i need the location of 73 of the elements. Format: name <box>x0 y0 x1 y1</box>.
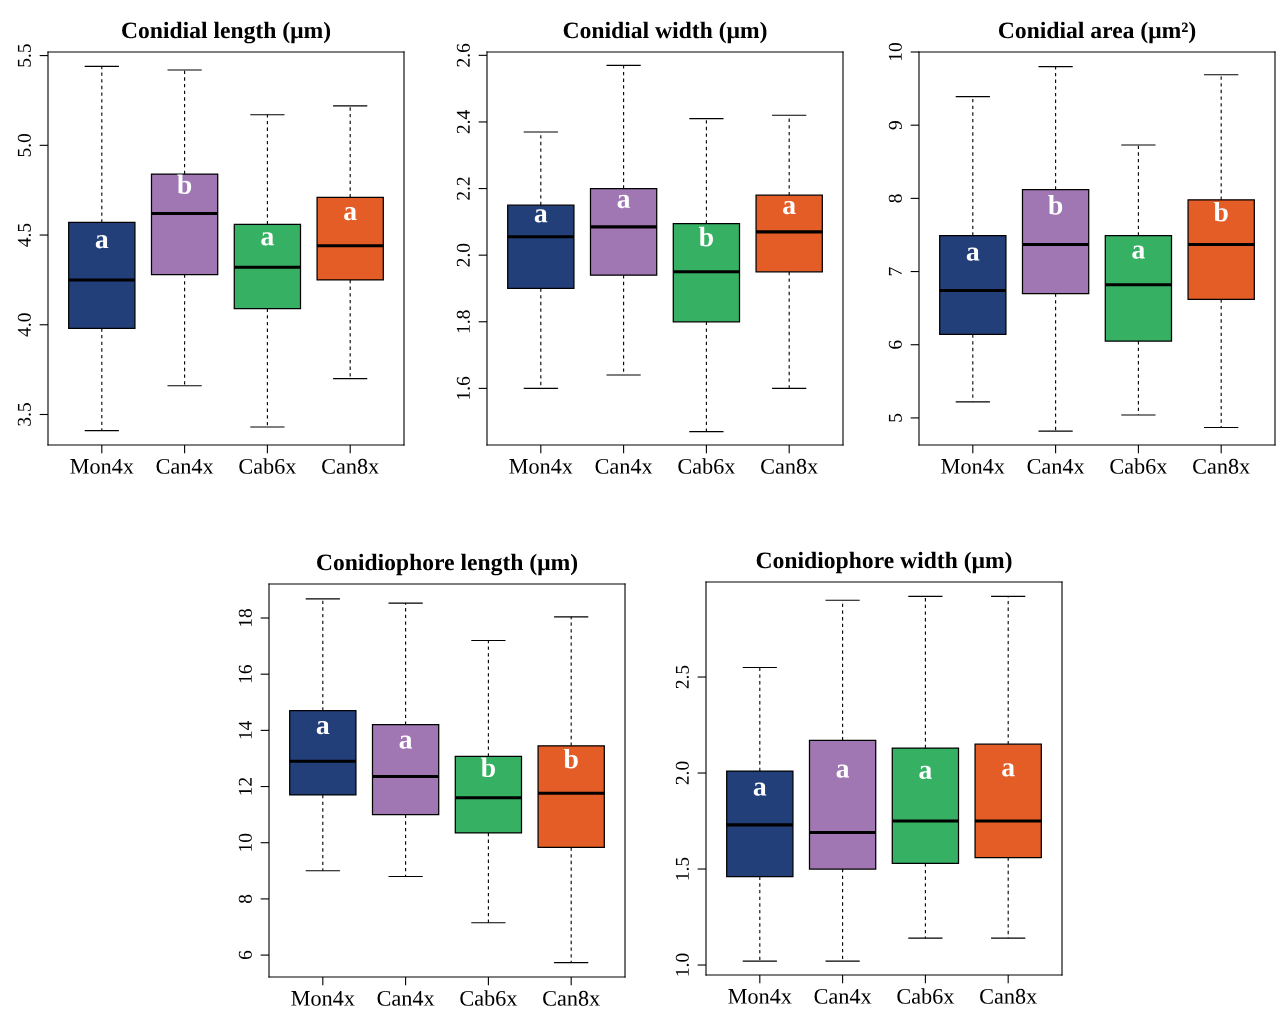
annotation: a <box>783 200 796 215</box>
y-tick-label: 1.5 <box>675 857 689 880</box>
x-tick-label: Can4x <box>814 988 872 1004</box>
x-tick-label: Mon4x <box>509 458 573 474</box>
chart-title: Conidial length (μm) <box>122 21 331 44</box>
x-tick-label: Can4x <box>156 458 214 474</box>
y-tick-label: 6 <box>888 340 902 349</box>
x-tick-label: Can8x <box>761 458 818 474</box>
y-tick-label: 5.5 <box>17 44 31 67</box>
y-tick-label: 7 <box>888 267 902 276</box>
y-tick-label: 3.5 <box>17 403 31 426</box>
y-tick-label: 4.0 <box>17 313 31 337</box>
y-tick-label: 5 <box>888 413 902 422</box>
x-tick-label: Cab6x <box>678 458 736 474</box>
annotation: a <box>919 765 932 780</box>
annotation: a <box>344 206 357 221</box>
annotation: a <box>1132 245 1145 259</box>
x-tick-label: Can4x <box>1027 458 1085 474</box>
annotation: a <box>399 735 413 749</box>
annotation: a <box>316 721 330 735</box>
annotation: b <box>1213 201 1228 222</box>
y-tick-label: 5.0 <box>17 133 31 157</box>
annotation: b <box>177 174 192 195</box>
x-tick-label: Can8x <box>543 990 600 1006</box>
x-tick-label: Can8x <box>322 458 379 474</box>
chart-title: Conidiophore length (μm) <box>317 553 578 576</box>
x-tick-label: Can4x <box>377 990 435 1006</box>
y-tick-label: 10 <box>238 833 252 851</box>
x-tick-label: Cab6x <box>460 990 518 1006</box>
y-tick-label: 12 <box>238 777 252 795</box>
y-tick-label: 2.5 <box>675 665 689 689</box>
annotation: a <box>95 235 109 249</box>
y-tick-label: 10 <box>888 43 902 61</box>
x-tick-label: Can8x <box>1193 458 1250 474</box>
annotation: a <box>534 209 548 223</box>
y-tick-label: 2.0 <box>456 243 470 267</box>
annotation: b <box>481 757 495 778</box>
y-tick-label: 8 <box>888 194 902 203</box>
y-tick-label: 2.6 <box>456 43 470 67</box>
annotation: b <box>699 226 713 247</box>
y-tick-label: 2.2 <box>456 177 470 200</box>
x-tick-label: Mon4x <box>941 458 1005 474</box>
y-tick-label: 2.4 <box>456 110 470 134</box>
y-tick-label: 1.6 <box>456 376 470 399</box>
x-tick-label: Can4x <box>595 458 653 474</box>
x-tick-label: Cab6x <box>239 458 297 474</box>
annotation: a <box>1002 763 1015 777</box>
annotation: a <box>261 232 274 246</box>
chart-title: Conidial area (μm²) <box>998 21 1196 44</box>
y-tick-label: 9 <box>888 121 902 130</box>
annotation: b <box>1048 195 1063 215</box>
y-tick-label: 1.8 <box>456 310 470 333</box>
y-tick-label: 4.5 <box>17 223 31 247</box>
annotation: a <box>617 194 631 209</box>
y-tick-label: 16 <box>238 665 252 683</box>
chart-title: Conidial width (μm) <box>563 21 767 44</box>
annotation: b <box>563 748 578 769</box>
x-tick-label: Mon4x <box>70 458 134 474</box>
annotation: a <box>753 782 767 796</box>
y-tick-label: 1.0 <box>675 953 689 976</box>
x-tick-label: Cab6x <box>1110 458 1168 474</box>
x-tick-label: Can8x <box>980 988 1037 1004</box>
annotation: a <box>836 764 850 778</box>
x-tick-label: Cab6x <box>897 988 955 1004</box>
chart-title: Conidiophore width (μm) <box>756 551 1012 574</box>
y-tick-label: 14 <box>238 720 252 739</box>
x-tick-label: Mon4x <box>728 988 792 1004</box>
y-tick-label: 18 <box>238 609 252 626</box>
annotation: a <box>966 247 980 261</box>
y-tick-label: 6 <box>238 950 252 960</box>
x-tick-label: Mon4x <box>291 990 355 1006</box>
y-tick-label: 8 <box>238 894 252 904</box>
y-tick-label: 2.0 <box>675 761 689 785</box>
